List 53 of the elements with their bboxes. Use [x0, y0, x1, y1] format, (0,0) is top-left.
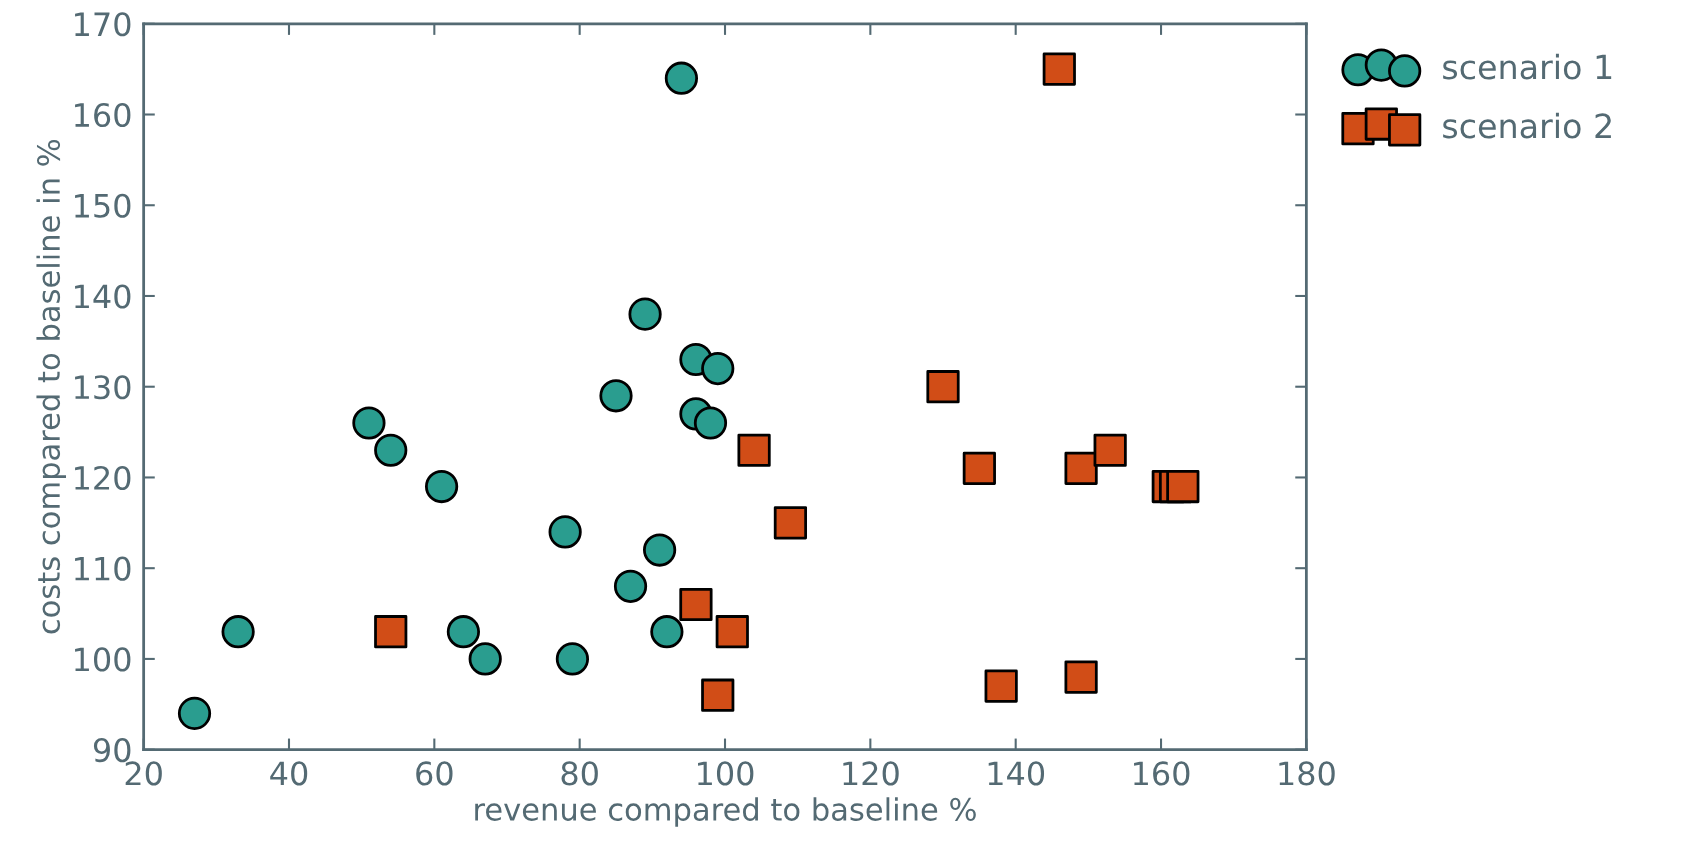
x-tick-label: 120 — [843, 761, 899, 786]
point — [693, 406, 728, 440]
point — [548, 515, 582, 549]
y-tick-label: 160 — [75, 102, 131, 128]
y-axis-title: costs compared to baseline in % — [36, 139, 67, 634]
point — [1064, 451, 1098, 485]
x-tick-label: 20 — [125, 761, 162, 786]
legend-label: scenario 1 — [1443, 53, 1612, 80]
point — [679, 587, 713, 622]
point — [1093, 433, 1127, 467]
point — [555, 642, 590, 676]
point — [650, 615, 684, 649]
point — [468, 642, 502, 676]
x-tick-label: 160 — [1134, 761, 1190, 786]
y-tick-label: 130 — [75, 375, 131, 400]
point — [374, 433, 408, 467]
y-tick-label: 90 — [93, 738, 131, 763]
y-tick-label: 140 — [75, 284, 131, 309]
point — [773, 506, 808, 540]
x-tick-label: 40 — [270, 761, 308, 786]
x-tick-label: 80 — [561, 761, 598, 786]
y-tick-label: 120 — [75, 465, 131, 491]
point — [613, 569, 648, 603]
x-tick-label: 140 — [988, 761, 1045, 786]
point — [599, 379, 633, 413]
point — [701, 678, 735, 712]
point — [643, 533, 677, 567]
point — [984, 669, 1018, 703]
x-tick-label: 60 — [416, 761, 453, 786]
point — [1166, 469, 1200, 504]
point — [628, 297, 662, 331]
point — [926, 370, 960, 404]
point — [701, 351, 735, 386]
point — [446, 615, 480, 649]
y-tick-label: 150 — [75, 193, 131, 218]
point — [177, 696, 212, 730]
point — [424, 469, 459, 504]
legend-label: scenario 2 — [1443, 112, 1611, 139]
point — [1042, 52, 1076, 86]
y-tick-label: 110 — [75, 556, 131, 581]
point — [664, 61, 699, 95]
x-tick-label: 180 — [1279, 761, 1335, 786]
point — [352, 406, 386, 440]
point — [715, 615, 749, 649]
y-tick-label: 100 — [75, 647, 131, 672]
y-tick-label: 170 — [75, 12, 131, 37]
point — [1064, 660, 1098, 694]
x-tick-label: 100 — [698, 761, 754, 786]
point — [374, 615, 408, 649]
point — [221, 615, 255, 649]
point — [962, 451, 996, 485]
x-axis-title: revenue compared to baseline % — [475, 797, 976, 827]
point — [737, 433, 771, 467]
